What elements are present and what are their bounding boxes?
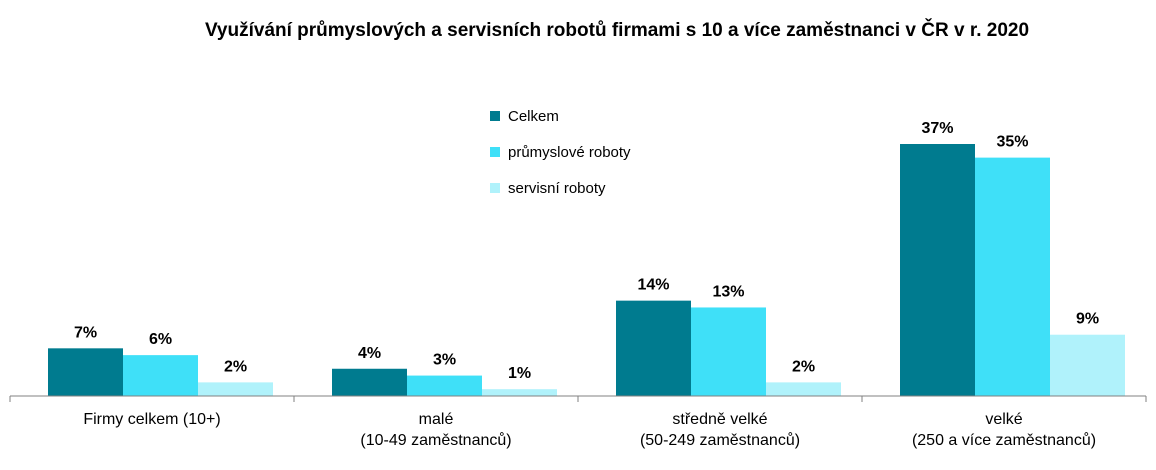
legend-label: průmyslové roboty bbox=[508, 144, 631, 161]
data-label: 1% bbox=[508, 365, 531, 382]
data-label: 4% bbox=[358, 345, 381, 362]
bar bbox=[975, 157, 1050, 396]
bar bbox=[616, 300, 691, 396]
legend-label: servisní roboty bbox=[508, 180, 606, 197]
category-label: (50-249 zaměstnanců) bbox=[640, 431, 800, 449]
data-label: 3% bbox=[433, 352, 456, 369]
value-labels: 7% 6% 2% 4% 3% 1% 14% 13% 2% 37% 35% 9% bbox=[74, 120, 1099, 382]
data-label: 9% bbox=[1076, 311, 1099, 328]
data-label: 14% bbox=[637, 277, 669, 294]
bars bbox=[48, 144, 1125, 396]
bar bbox=[1050, 334, 1125, 396]
category-label: velké bbox=[985, 411, 1022, 428]
legend-swatch bbox=[490, 111, 500, 121]
data-label: 6% bbox=[149, 331, 172, 348]
category-label: malé bbox=[419, 411, 454, 428]
bar bbox=[332, 368, 407, 396]
data-label: 2% bbox=[224, 358, 247, 375]
bar bbox=[48, 348, 123, 396]
category-label: Firmy celkem (10+) bbox=[83, 411, 220, 428]
data-label: 7% bbox=[74, 324, 97, 341]
category-label: (10-49 zaměstnanců) bbox=[360, 431, 511, 449]
data-label: 2% bbox=[792, 358, 815, 375]
legend-label: Celkem bbox=[508, 108, 559, 125]
bar bbox=[482, 389, 557, 396]
legend-swatch bbox=[490, 183, 500, 193]
bar bbox=[123, 355, 198, 396]
data-label: 37% bbox=[921, 120, 953, 137]
chart-title: Využívání průmyslových a servisních robo… bbox=[205, 19, 1029, 41]
bar bbox=[900, 144, 975, 396]
legend-swatch bbox=[490, 147, 500, 157]
category-label: středně velké bbox=[672, 411, 767, 428]
data-label: 13% bbox=[712, 283, 744, 300]
category-label: (250 a více zaměstnanců) bbox=[912, 431, 1096, 449]
bar bbox=[407, 375, 482, 396]
legend: Celkem průmyslové roboty servisní roboty bbox=[490, 108, 631, 197]
x-axis bbox=[9, 395, 1147, 402]
bar bbox=[691, 307, 766, 396]
data-label: 35% bbox=[996, 134, 1028, 151]
bar bbox=[766, 382, 841, 396]
bar bbox=[198, 382, 273, 396]
category-labels: Firmy celkem (10+) malé (10-49 zaměstnanců… bbox=[83, 411, 1096, 449]
